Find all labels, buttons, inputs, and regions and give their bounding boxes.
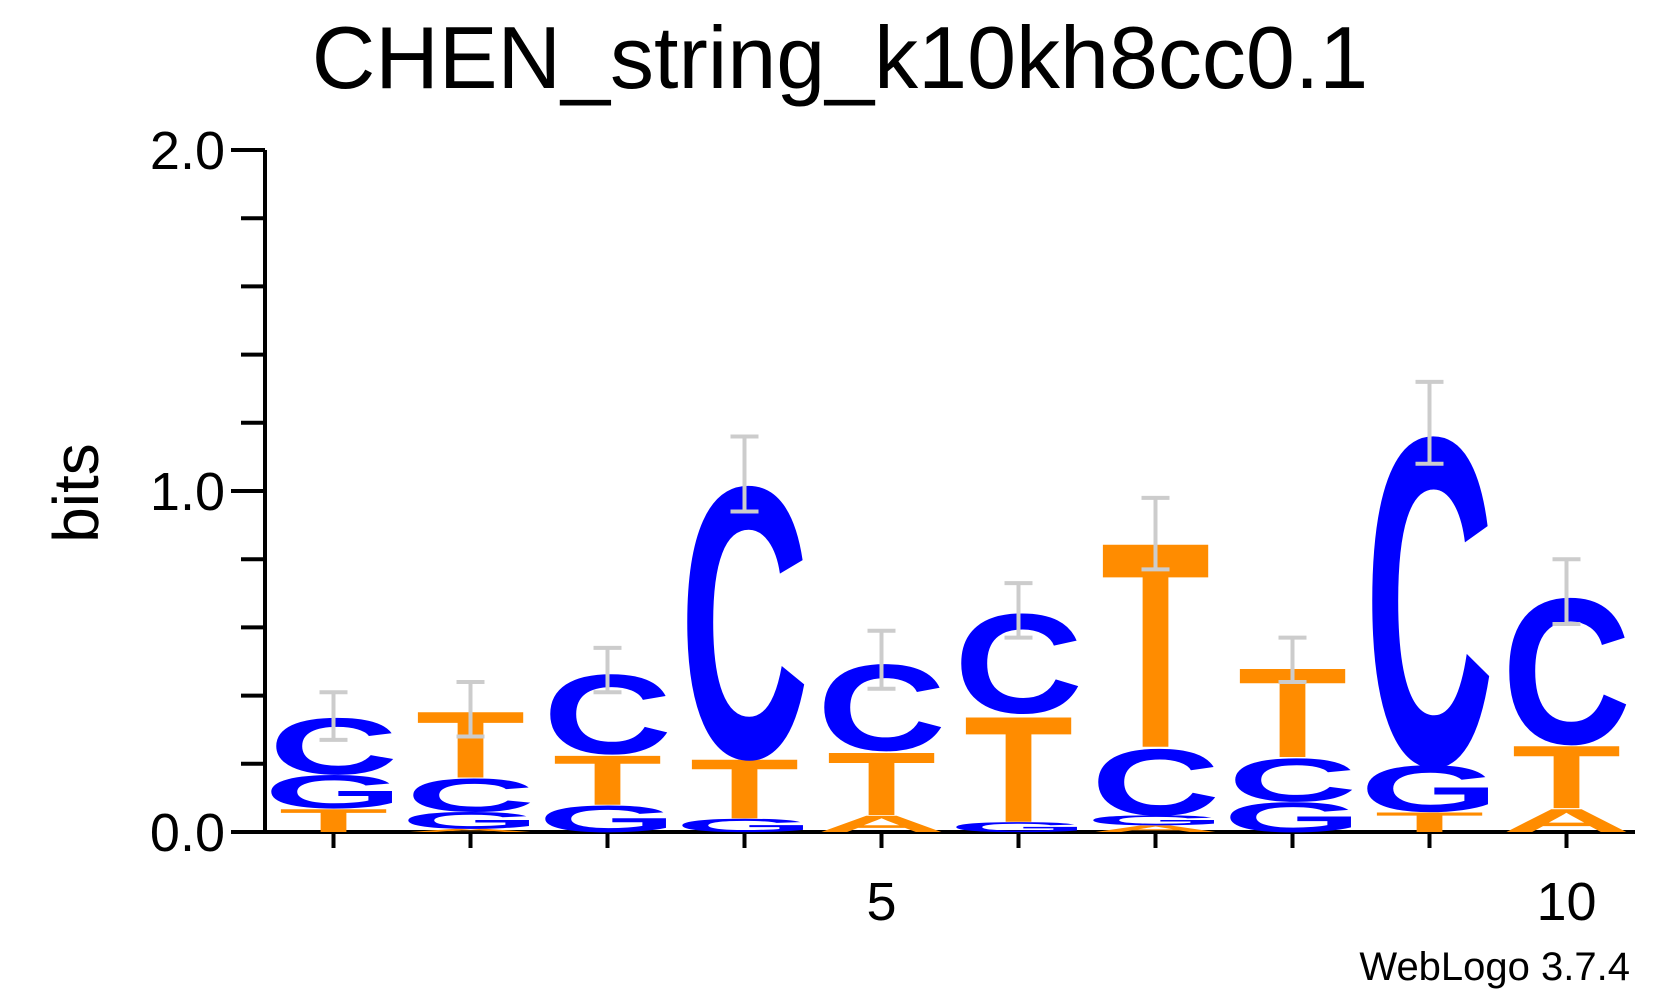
x-tick-label: 10	[1536, 872, 1596, 932]
weblogo-version-label: WebLogo 3.7.4	[1359, 945, 1630, 989]
y-tick-label: 2.0	[150, 121, 225, 181]
y-axis-label: bits	[40, 443, 112, 543]
x-tick-label: 5	[866, 872, 896, 932]
chart-title: CHEN_string_k10kh8cc0.1	[312, 8, 1369, 107]
y-tick-label: 0.0	[150, 803, 225, 863]
y-tick-label: 1.0	[150, 462, 225, 522]
